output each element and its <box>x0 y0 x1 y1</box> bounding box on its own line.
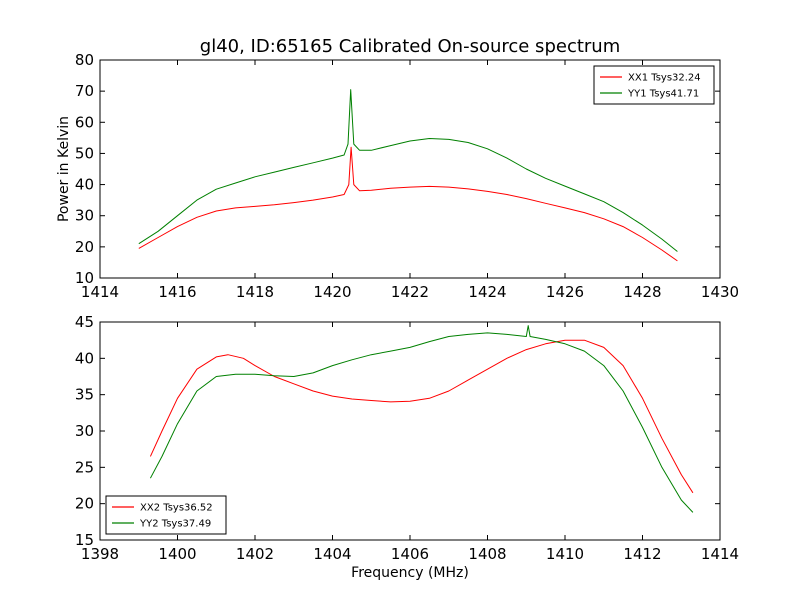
x-tick-label: 1414 <box>701 545 739 563</box>
x-tick-label: 1412 <box>623 545 661 563</box>
y-tick-label: 10 <box>75 269 94 287</box>
x-tick-label: 1422 <box>391 283 429 301</box>
y-tick-label: 30 <box>75 422 94 440</box>
y-tick-label: 80 <box>75 51 94 69</box>
legend-label: XX1 Tsys32.24 <box>628 73 701 84</box>
y-tick-label: 60 <box>75 113 94 131</box>
y-tick-label: 20 <box>75 495 94 513</box>
y-tick-label: 40 <box>75 176 94 194</box>
series-line-0-0 <box>138 146 678 262</box>
legend-label: YY2 Tsys37.49 <box>139 519 211 530</box>
legend-label: XX2 Tsys36.52 <box>140 503 213 514</box>
y-tick-label: 15 <box>75 531 94 549</box>
y-tick-label: 50 <box>75 144 94 162</box>
y-tick-label: 70 <box>75 82 94 100</box>
x-tick-label: 1398 <box>81 545 119 563</box>
x-tick-label: 1404 <box>313 545 351 563</box>
x-tick-label: 1416 <box>158 283 196 301</box>
top-y-axis-label: Power in Kelvin <box>56 116 72 222</box>
x-tick-label: 1414 <box>81 283 119 301</box>
y-tick-label: 20 <box>75 238 94 256</box>
series-line-1-0 <box>149 339 694 494</box>
top-panel: 1414 1416 1418 1420 1422 1424 1426 1428 1430 10 20… <box>75 51 739 301</box>
x-tick-label: 1406 <box>391 545 429 563</box>
series-line-1-1 <box>149 325 694 513</box>
x-tick-label: 1426 <box>546 283 584 301</box>
bottom-panel: 1398 1400 1402 1404 1406 1408 1410 1412 1414 15 20… <box>75 313 739 563</box>
y-tick-label: 25 <box>75 458 94 476</box>
x-tick-label: 1428 <box>623 283 661 301</box>
x-tick-label: 1430 <box>701 283 739 301</box>
x-tick-label: 1402 <box>236 545 274 563</box>
y-tick-label: 30 <box>75 207 94 225</box>
x-tick-label: 1410 <box>546 545 584 563</box>
x-tick-label: 1408 <box>468 545 506 563</box>
chart-title: gl40, ID:65165 Calibrated On-source spec… <box>200 36 620 57</box>
x-tick-label: 1418 <box>236 283 274 301</box>
legend-box <box>105 495 227 535</box>
bottom-x-axis-label: Frequency (MHz) <box>351 565 469 581</box>
x-tick-label: 1400 <box>158 545 196 563</box>
x-tick-label: 1424 <box>468 283 506 301</box>
x-tick-label: 1420 <box>313 283 351 301</box>
y-tick-label: 35 <box>75 386 94 404</box>
legend-label: YY1 Tsys41.71 <box>627 89 699 100</box>
legend-box <box>593 65 715 105</box>
y-tick-label: 40 <box>75 349 94 367</box>
series-line-0-1 <box>138 89 678 252</box>
y-tick-label: 45 <box>75 313 94 331</box>
